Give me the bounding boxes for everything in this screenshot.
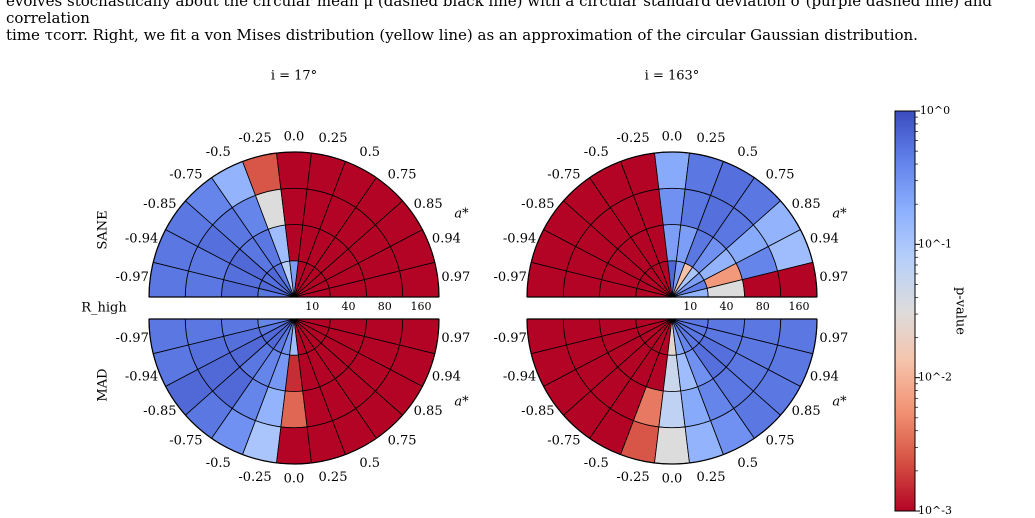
panel-outline [148, 318, 440, 465]
radial-tick-label: 10 [305, 300, 319, 313]
radial-tick-label: 40 [342, 300, 356, 313]
spin-tick-label: -0.94 [125, 369, 158, 384]
spin-tick-label: 0.97 [441, 270, 470, 285]
spin-tick-label: 0.94 [432, 369, 461, 384]
spin-tick-label: 0.97 [441, 331, 470, 346]
spin-tick-label: -0.5 [584, 145, 609, 160]
caption-line-2: time τcorr. Right, we fit a von Mises di… [6, 26, 918, 44]
panel-outline [526, 151, 818, 298]
radial-tick-label: 160 [789, 300, 810, 313]
spin-tick-label: 0.85 [414, 197, 443, 212]
spin-tick-label: -0.75 [547, 167, 580, 182]
colorbar-tick-label: 10^-3 [918, 504, 952, 517]
spin-tick-label: 0.97 [819, 331, 848, 346]
spin-tick-label: 0.25 [697, 470, 726, 485]
radial-tick-label: 40 [720, 300, 734, 313]
spin-tick-label: -0.75 [547, 434, 580, 449]
spin-tick-label: 0.0 [284, 130, 305, 145]
polar-panel-4 [526, 318, 818, 465]
colorbar-tick-label: 10^-1 [918, 237, 952, 250]
spin-tick-label: 0.25 [319, 470, 348, 485]
spin-tick-label: -0.94 [125, 232, 158, 247]
colorbar: 10^0 10^-1 10^-2 10^-3 p-value [894, 104, 968, 517]
caption-line-1: evolves stochastically about the circula… [6, 0, 993, 27]
spin-tick-label: 0.0 [284, 472, 305, 487]
pvalue-cell [654, 426, 690, 465]
spin-axis-label: a* [832, 395, 847, 410]
spin-tick-label: -0.94 [503, 369, 536, 384]
radial-tick-label: 80 [378, 300, 392, 313]
spin-tick-label: 0.85 [792, 404, 821, 419]
figure-caption: evolves stochastically about the circula… [6, 0, 1031, 44]
spin-tick-label: 0.5 [359, 456, 380, 471]
colorbar-gradient [894, 110, 916, 512]
spin-axis-label: a* [832, 206, 847, 221]
spin-tick-label: 0.94 [432, 232, 461, 247]
spin-tick-label: 0.5 [359, 145, 380, 160]
panel-title: i = 17° [271, 69, 317, 84]
spin-tick-label: 0.0 [662, 472, 683, 487]
spin-tick-label: -0.85 [143, 404, 176, 419]
spin-tick-label: -0.5 [206, 145, 231, 160]
row-label: SANE [96, 210, 111, 249]
panel-title: i = 163° [645, 69, 700, 84]
spin-tick-label: -0.5 [584, 456, 609, 471]
spin-tick-label: 0.94 [810, 232, 839, 247]
colorbar-label: p-value [953, 287, 968, 335]
spin-tick-label: 0.97 [819, 270, 848, 285]
colorbar-tick-label: 10^0 [920, 104, 950, 117]
spin-tick-label: -0.97 [116, 331, 149, 346]
panel-outline [148, 151, 440, 298]
radial-tick-label: 10 [683, 300, 697, 313]
spin-tick-label: -0.85 [521, 404, 554, 419]
pvalue-cell [276, 426, 312, 465]
colorbar-tick-label: 10^-2 [918, 371, 952, 384]
spin-tick-label: -0.5 [206, 456, 231, 471]
radial-tick-label: 80 [756, 300, 770, 313]
polar-panel-2 [526, 151, 818, 298]
spin-tick-label: 0.25 [319, 131, 348, 146]
spin-tick-label: 0.94 [810, 369, 839, 384]
polar-panel-1 [148, 151, 440, 298]
spin-tick-label: -0.75 [169, 434, 202, 449]
pvalue-cell [276, 151, 312, 190]
radial-tick-label: 160 [411, 300, 432, 313]
radial-axis-label: R_high [81, 301, 127, 316]
spin-tick-label: -0.25 [616, 470, 649, 485]
spin-tick-label: -0.25 [238, 470, 271, 485]
spin-tick-label: 0.0 [662, 130, 683, 145]
panel-outline [526, 318, 818, 465]
pvalue-cell [654, 151, 690, 190]
spin-tick-label: -0.85 [143, 197, 176, 212]
spin-tick-label: -0.75 [169, 167, 202, 182]
spin-tick-label: -0.85 [521, 197, 554, 212]
polar-panel-3 [148, 318, 440, 465]
spin-tick-label: 0.75 [766, 434, 795, 449]
spin-axis-label: a* [454, 206, 469, 221]
spin-tick-label: 0.75 [766, 167, 795, 182]
spin-tick-label: -0.97 [494, 331, 527, 346]
spin-tick-label: 0.75 [388, 434, 417, 449]
row-label: MAD [96, 368, 111, 401]
spin-tick-label: 0.85 [414, 404, 443, 419]
spin-tick-label: -0.25 [238, 131, 271, 146]
spin-tick-label: 0.25 [697, 131, 726, 146]
spin-tick-label: -0.25 [616, 131, 649, 146]
spin-tick-label: -0.94 [503, 232, 536, 247]
spin-tick-label: 0.5 [737, 456, 758, 471]
spin-tick-label: -0.97 [494, 270, 527, 285]
spin-tick-label: 0.85 [792, 197, 821, 212]
spin-axis-label: a* [454, 395, 469, 410]
spin-tick-label: 0.75 [388, 167, 417, 182]
spin-tick-label: -0.97 [116, 270, 149, 285]
spin-tick-label: 0.5 [737, 145, 758, 160]
